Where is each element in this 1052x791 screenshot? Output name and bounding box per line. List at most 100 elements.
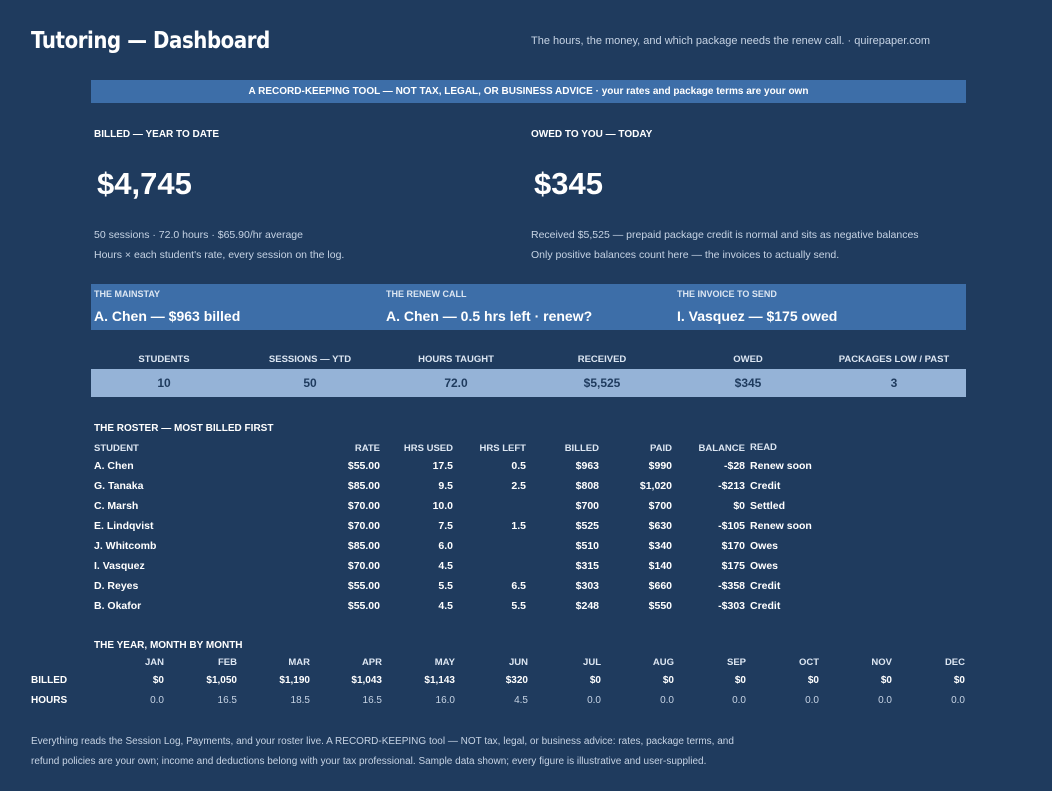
cell-balance: -$358 <box>718 580 745 592</box>
disclaimer-banner: A RECORD-KEEPING TOOL — NOT TAX, LEGAL, … <box>91 80 966 103</box>
callout-invoice-label: THE INVOICE TO SEND <box>677 289 777 299</box>
months-title: THE YEAR, MONTH BY MONTH <box>94 640 243 651</box>
month-header: MAY <box>434 657 455 668</box>
cell-used: 4.5 <box>438 600 453 612</box>
col-student: STUDENT <box>94 443 139 454</box>
cell-balance: $175 <box>721 560 745 572</box>
month-hours: 0.0 <box>805 695 819 706</box>
kpi-received-label: RECEIVED <box>577 354 627 365</box>
month-billed: $0 <box>589 675 601 686</box>
callout-mainstay-label: THE MAINSTAY <box>94 289 161 299</box>
kpi-packages-label: PACKAGES LOW / PAST <box>838 354 950 365</box>
col-read: READ <box>750 442 777 453</box>
cell-student: D. Reyes <box>94 580 139 592</box>
month-hours: 0.0 <box>951 695 965 706</box>
month-header: FEB <box>218 657 237 668</box>
month-hours: 16.5 <box>362 695 382 706</box>
callout-mainstay-value: A. Chen — $963 billed <box>94 308 241 324</box>
month-hours: 16.0 <box>435 695 455 706</box>
callout-invoice: THE INVOICE TO SEND I. Vasquez — $175 ow… <box>674 284 966 330</box>
cell-billed: $303 <box>575 580 599 592</box>
cell-left: 6.5 <box>511 580 526 592</box>
cell-paid: $630 <box>648 520 672 532</box>
cell-paid: $140 <box>648 560 672 572</box>
kpi-sessions-value: 50 <box>303 376 317 390</box>
cell-used: 17.5 <box>432 460 453 472</box>
kpi-owed-value: $345 <box>734 376 762 390</box>
month-header: SEP <box>726 657 746 668</box>
month-hours: 4.5 <box>514 695 528 706</box>
month-billed: $320 <box>505 675 528 686</box>
billed-ytd-value: $4,745 <box>97 166 192 201</box>
month-header: JUN <box>508 657 528 668</box>
billed-ytd-label: BILLED — YEAR TO DATE <box>94 129 220 140</box>
cell-balance: $0 <box>733 500 745 512</box>
month-hours: 16.5 <box>217 695 237 706</box>
cell-student: C. Marsh <box>94 500 139 512</box>
cell-rate: $55.00 <box>347 460 380 472</box>
month-billed: $0 <box>953 675 965 686</box>
cell-billed: $315 <box>575 560 599 572</box>
kpi-students-label: STUDENTS <box>138 354 190 365</box>
cell-read: Credit <box>750 580 781 592</box>
callout-renew-value: A. Chen — 0.5 hrs left · renew? <box>386 308 593 324</box>
month-hours: 0.0 <box>150 695 164 706</box>
roster-title: THE ROSTER — MOST BILLED FIRST <box>94 423 274 434</box>
col-rate: RATE <box>354 443 380 454</box>
col-balance: BALANCE <box>698 443 745 454</box>
cell-student: J. Whitcomb <box>94 540 157 552</box>
owed-today-value: $345 <box>534 166 603 201</box>
cell-used: 9.5 <box>438 480 453 492</box>
month-header: OCT <box>798 657 819 668</box>
kpi-students-value: 10 <box>157 376 171 390</box>
col-billed: BILLED <box>564 443 599 454</box>
owed-today-note: Received $5,525 — prepaid package credit… <box>531 229 919 241</box>
month-header: MAR <box>288 657 310 668</box>
cell-billed: $525 <box>575 520 599 532</box>
cell-student: I. Vasquez <box>94 560 145 572</box>
kpi-owed-label: OWED <box>733 354 763 365</box>
cell-billed: $963 <box>575 460 599 472</box>
kpi-hours-value: 72.0 <box>444 376 468 390</box>
cell-rate: $55.00 <box>347 580 380 592</box>
callout-mainstay: THE MAINSTAY A. Chen — $963 billed <box>91 284 383 330</box>
cell-rate: $55.00 <box>347 600 380 612</box>
month-hours: 0.0 <box>587 695 601 706</box>
month-billed: $1,043 <box>351 675 382 686</box>
month-header: NOV <box>871 657 892 668</box>
cell-rate: $70.00 <box>347 560 380 572</box>
tagline: The hours, the money, and which package … <box>531 35 931 47</box>
billed-ytd-explainer: Hours × each student's rate, every sessi… <box>94 249 345 261</box>
footer-line-2: refund policies are your own; income and… <box>31 756 707 767</box>
cell-student: E. Lindqvist <box>94 520 154 532</box>
billed-ytd-note: 50 sessions · 72.0 hours · $65.90/hr ave… <box>94 229 303 241</box>
cell-rate: $85.00 <box>347 480 380 492</box>
month-header: DEC <box>944 657 965 668</box>
hours-row-label: HOURS <box>31 695 68 706</box>
cell-read: Credit <box>750 600 781 612</box>
cell-billed: $248 <box>575 600 599 612</box>
month-header: JUL <box>583 657 601 668</box>
cell-paid: $1,020 <box>639 480 672 492</box>
cell-rate: $70.00 <box>347 500 380 512</box>
month-billed: $0 <box>880 675 892 686</box>
callout-band: THE MAINSTAY A. Chen — $963 billed THE R… <box>91 284 966 330</box>
owed-today-label: OWED TO YOU — TODAY <box>531 129 653 140</box>
callout-invoice-value: I. Vasquez — $175 owed <box>677 308 838 324</box>
cell-balance: -$105 <box>718 520 745 532</box>
cell-left: 5.5 <box>511 600 526 612</box>
owed-today-explainer: Only positive balances count here — the … <box>531 249 840 261</box>
cell-used: 7.5 <box>438 520 453 532</box>
cell-balance: -$28 <box>723 460 745 472</box>
cell-student: B. Okafor <box>94 600 142 612</box>
cell-read: Settled <box>750 500 786 512</box>
cell-used: 5.5 <box>438 580 453 592</box>
cell-read: Owes <box>750 540 779 552</box>
month-hours: 18.5 <box>290 695 310 706</box>
cell-student: A. Chen <box>94 460 134 472</box>
callout-renew-label: THE RENEW CALL <box>386 289 467 299</box>
kpi-received-value: $5,525 <box>583 376 621 390</box>
page-title: Tutoring — Dashboard <box>31 28 270 54</box>
footer-line-1: Everything reads the Session Log, Paymen… <box>31 736 734 747</box>
month-billed: $0 <box>662 675 674 686</box>
